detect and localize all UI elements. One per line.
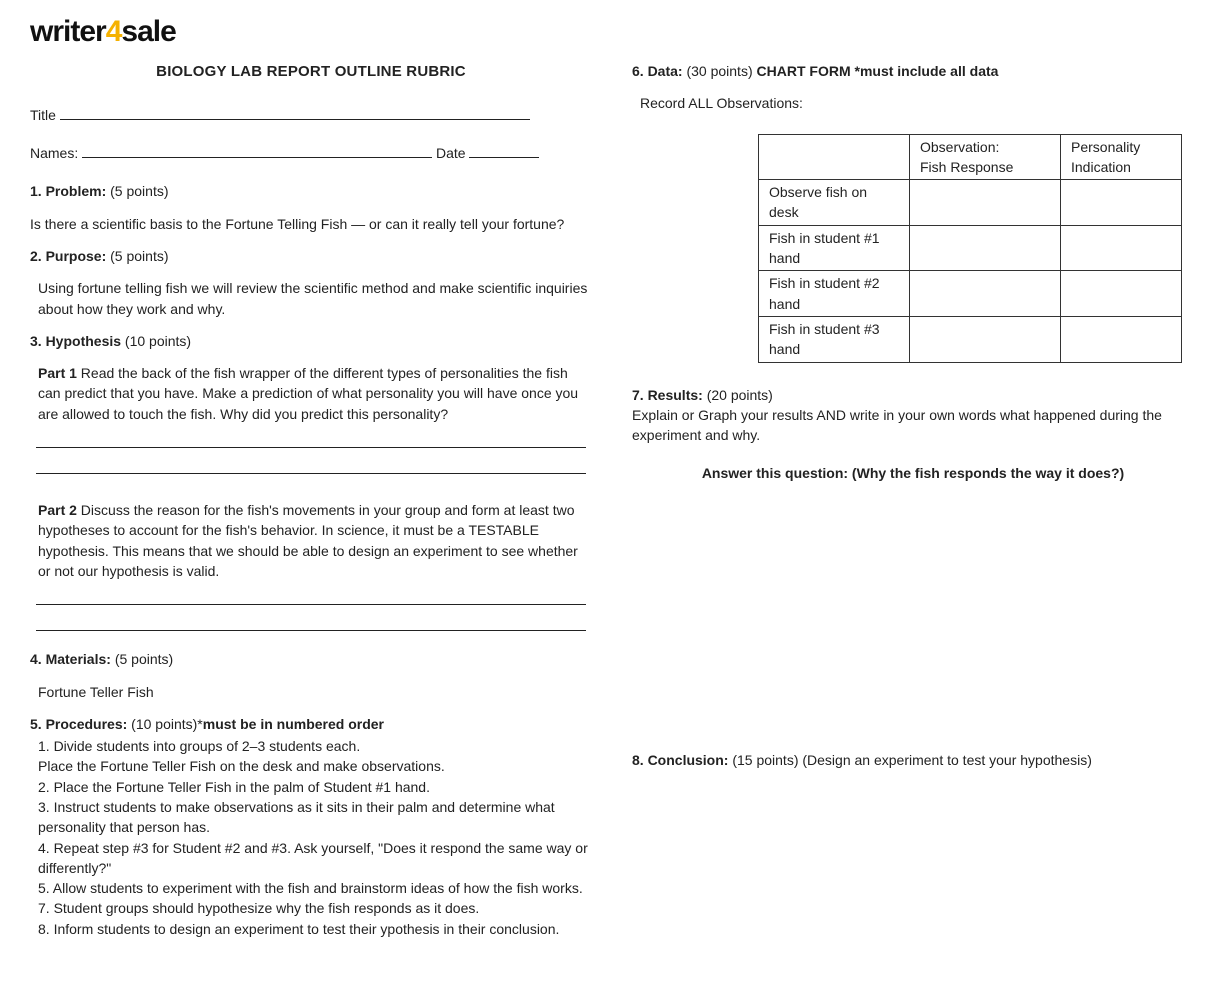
observation-table: Observation: Fish Response Personality I… bbox=[758, 134, 1182, 363]
table-row: Fish in student #1 hand bbox=[759, 225, 1182, 271]
section-3-points: (10 points) bbox=[121, 333, 191, 349]
section-8-head: 8. Conclusion: (15 points) (Design an ex… bbox=[632, 750, 1194, 770]
procedure-step: 5. Allow students to experiment with the… bbox=[38, 878, 592, 898]
row-personality-cell[interactable] bbox=[1061, 180, 1182, 226]
row-label: Fish in student #1 hand bbox=[759, 225, 910, 271]
table-row: Fish in student #2 hand bbox=[759, 271, 1182, 317]
row-personality-cell[interactable] bbox=[1061, 225, 1182, 271]
page: writer4sale BIOLOGY LAB REPORT OUTLINE R… bbox=[0, 0, 1224, 988]
table-header-row: Observation: Fish Response Personality I… bbox=[759, 134, 1182, 180]
section-7-head: 7. Results: (20 points) bbox=[632, 385, 1194, 405]
document-title: BIOLOGY LAB REPORT OUTLINE RUBRIC bbox=[30, 61, 592, 83]
hypothesis-blank-line-2[interactable] bbox=[36, 472, 586, 474]
title-blank-line[interactable] bbox=[60, 106, 530, 120]
table-header-personality: Personality Indication bbox=[1061, 134, 1182, 180]
section-6-note: CHART FORM *must include all data bbox=[757, 63, 999, 79]
date-blank-line[interactable] bbox=[469, 144, 539, 158]
section-7-body: Explain or Graph your results AND write … bbox=[632, 405, 1194, 446]
table-row: Fish in student #3 hand bbox=[759, 316, 1182, 362]
section-4-title: 4. Materials: bbox=[30, 651, 111, 667]
procedures-list: 1. Divide students into groups of 2–3 st… bbox=[38, 736, 592, 939]
document-columns: BIOLOGY LAB REPORT OUTLINE RUBRIC Title … bbox=[30, 55, 1194, 939]
row-label: Observe fish on desk bbox=[759, 180, 910, 226]
section-8-points: (15 points) (Design an experiment to tes… bbox=[728, 752, 1091, 768]
section-8-title: 8. Conclusion: bbox=[632, 752, 728, 768]
procedure-step: 7. Student groups should hypothesize why… bbox=[38, 898, 592, 918]
table-header-observation: Observation: Fish Response bbox=[910, 134, 1061, 180]
hypothesis-blank-line-4[interactable] bbox=[36, 629, 586, 631]
date-label: Date bbox=[436, 145, 466, 161]
names-label: Names: bbox=[30, 145, 78, 161]
section-6-title: 6. Data: bbox=[632, 63, 683, 79]
section-2-points: (5 points) bbox=[106, 248, 168, 264]
hypothesis-blank-line-3[interactable] bbox=[36, 603, 586, 605]
section-3-part2: Part 2 Discuss the reason for the fish's… bbox=[38, 500, 592, 581]
site-logo: writer4sale bbox=[30, 15, 1194, 49]
hypothesis-blank-line-1[interactable] bbox=[36, 446, 586, 448]
right-column: 6. Data: (30 points) CHART FORM *must in… bbox=[632, 55, 1194, 939]
section-3-head: 3. Hypothesis (10 points) bbox=[30, 331, 592, 351]
procedure-step: 1. Divide students into groups of 2–3 st… bbox=[38, 736, 592, 756]
part2-text: Discuss the reason for the fish's moveme… bbox=[38, 502, 578, 579]
row-observation-cell[interactable] bbox=[910, 271, 1061, 317]
row-observation-cell[interactable] bbox=[910, 225, 1061, 271]
section-5-note: must be in numbered order bbox=[203, 716, 384, 732]
logo-text-pre: writer bbox=[30, 15, 106, 48]
section-1-title: 1. Problem: bbox=[30, 183, 106, 199]
left-column: BIOLOGY LAB REPORT OUTLINE RUBRIC Title … bbox=[30, 55, 592, 939]
results-answer-space[interactable] bbox=[632, 484, 1194, 744]
answer-question-label: Answer this question: (Why the fish resp… bbox=[632, 463, 1194, 483]
table-header-blank bbox=[759, 134, 910, 180]
section-2-body: Using fortune telling fish we will revie… bbox=[38, 278, 592, 319]
section-5-title: 5. Procedures: bbox=[30, 716, 127, 732]
section-4-points: (5 points) bbox=[111, 651, 173, 667]
title-field-row: Title bbox=[30, 105, 592, 125]
section-7-points: (20 points) bbox=[703, 387, 773, 403]
table-row: Observe fish on desk bbox=[759, 180, 1182, 226]
row-personality-cell[interactable] bbox=[1061, 271, 1182, 317]
row-label: Fish in student #3 hand bbox=[759, 316, 910, 362]
names-date-row: Names: Date bbox=[30, 143, 592, 163]
part1-text: Read the back of the fish wrapper of the… bbox=[38, 365, 578, 422]
section-1-head: 1. Problem: (5 points) bbox=[30, 181, 592, 201]
section-1-points: (5 points) bbox=[106, 183, 168, 199]
procedure-step: 4. Repeat step #3 for Student #2 and #3.… bbox=[38, 838, 592, 879]
section-1-body: Is there a scientific basis to the Fortu… bbox=[30, 214, 592, 234]
logo-text-mid: 4 bbox=[106, 15, 122, 48]
names-blank-line[interactable] bbox=[82, 144, 432, 158]
logo-text-post: sale bbox=[121, 15, 175, 48]
section-3-part1: Part 1 Read the back of the fish wrapper… bbox=[38, 363, 592, 424]
section-2-title: 2. Purpose: bbox=[30, 248, 106, 264]
record-all-label: Record ALL Observations: bbox=[640, 93, 1194, 113]
part2-label: Part 2 bbox=[38, 502, 77, 518]
procedure-step: 2. Place the Fortune Teller Fish in the … bbox=[38, 777, 592, 797]
section-7-title: 7. Results: bbox=[632, 387, 703, 403]
row-observation-cell[interactable] bbox=[910, 316, 1061, 362]
section-5-points: (10 points)* bbox=[127, 716, 202, 732]
section-6-points: (30 points) bbox=[683, 63, 757, 79]
row-observation-cell[interactable] bbox=[910, 180, 1061, 226]
section-6-head: 6. Data: (30 points) CHART FORM *must in… bbox=[632, 61, 1194, 81]
procedure-step: 3. Instruct students to make observation… bbox=[38, 797, 592, 838]
procedure-step: Place the Fortune Teller Fish on the des… bbox=[38, 756, 592, 776]
section-3-title: 3. Hypothesis bbox=[30, 333, 121, 349]
section-4-head: 4. Materials: (5 points) bbox=[30, 649, 592, 669]
section-2-head: 2. Purpose: (5 points) bbox=[30, 246, 592, 266]
section-4-body: Fortune Teller Fish bbox=[38, 682, 592, 702]
section-5-head: 5. Procedures: (10 points)*must be in nu… bbox=[30, 714, 592, 734]
row-personality-cell[interactable] bbox=[1061, 316, 1182, 362]
procedure-step: 8. Inform students to design an experime… bbox=[38, 919, 592, 939]
part1-label: Part 1 bbox=[38, 365, 77, 381]
row-label: Fish in student #2 hand bbox=[759, 271, 910, 317]
title-label: Title bbox=[30, 107, 56, 123]
